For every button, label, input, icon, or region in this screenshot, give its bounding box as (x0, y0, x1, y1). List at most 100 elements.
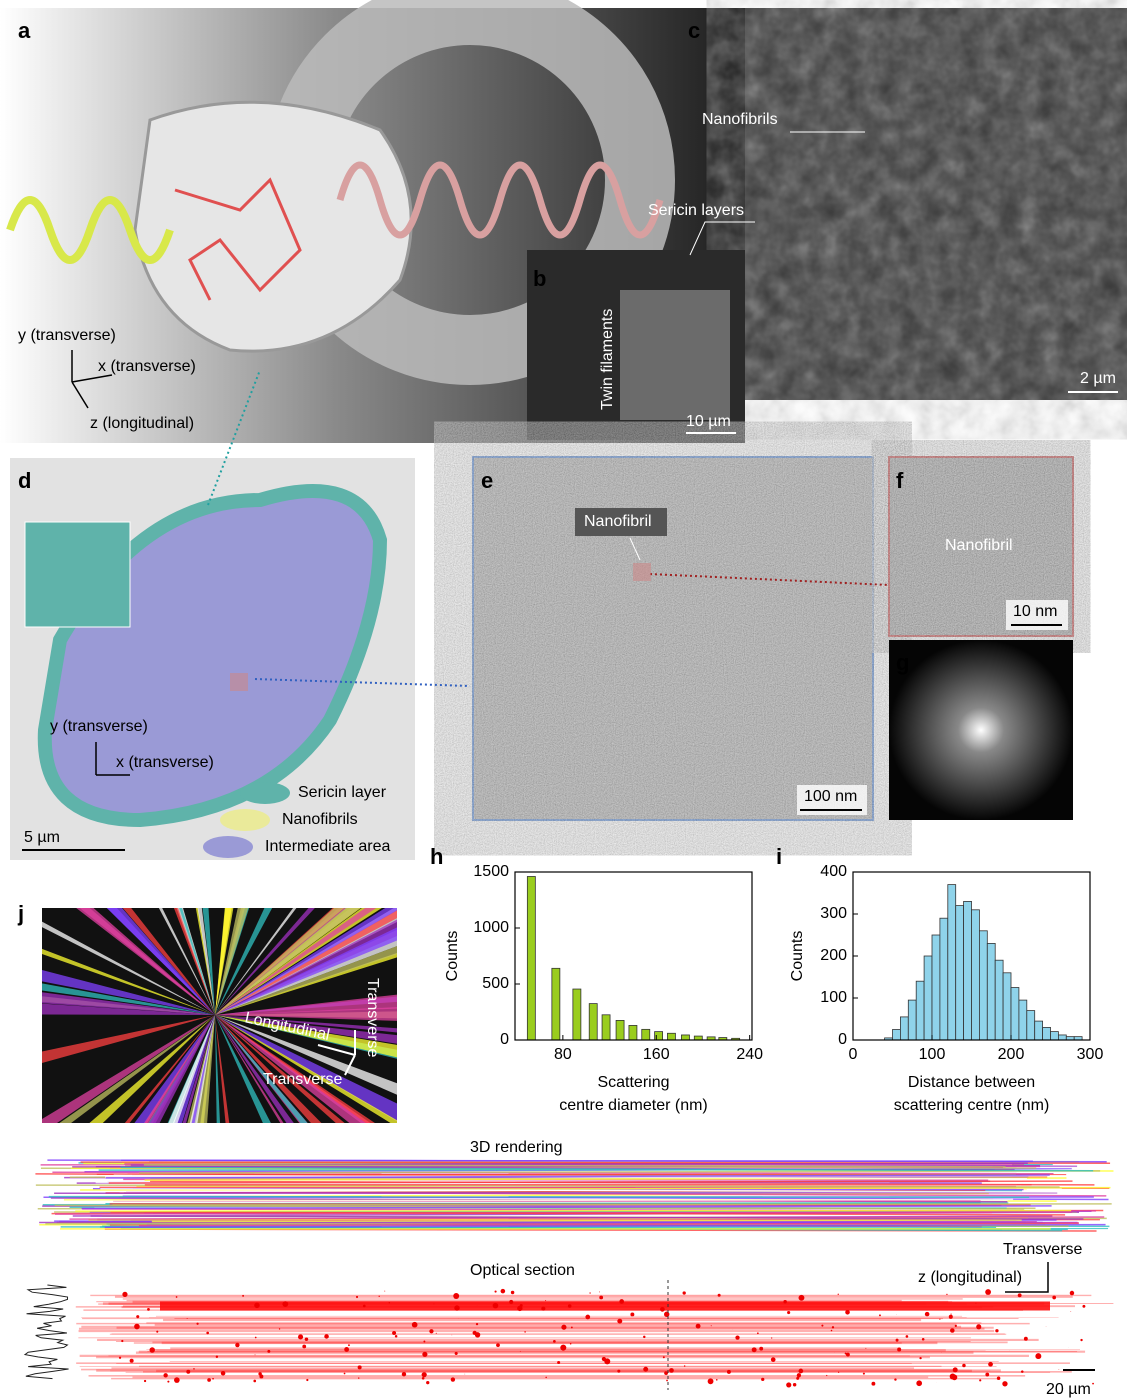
section-spot (279, 1328, 280, 1329)
section-spot (708, 1378, 714, 1384)
panel-label: g (896, 650, 909, 675)
section-spot (985, 1289, 991, 1295)
section-spot (176, 1296, 178, 1298)
section-spot (664, 1371, 668, 1375)
label: Transverse (1003, 1241, 1083, 1258)
label: Transverse (263, 1071, 343, 1088)
panel-label: a (18, 18, 31, 43)
section-spot (136, 1315, 139, 1318)
section-spot (570, 1343, 572, 1345)
section-spot (476, 1323, 478, 1325)
legend-label: Intermediate area (265, 838, 391, 855)
label: 5 µm (24, 829, 60, 846)
plot-frame (515, 872, 752, 1040)
label: 100 nm (804, 788, 857, 805)
section-spot (949, 1315, 953, 1319)
section-spot (254, 1303, 260, 1309)
section-spot (212, 1378, 214, 1380)
section-spot (389, 1302, 390, 1303)
section-spot (946, 1294, 947, 1295)
section-spot (186, 1370, 190, 1374)
section-spot (520, 1351, 521, 1352)
section-spot (453, 1293, 459, 1299)
section-spot (206, 1332, 209, 1335)
section-spot (950, 1373, 956, 1379)
y-tick-label: 400 (820, 863, 847, 880)
section-spot (838, 1294, 839, 1295)
x-tick-label: 160 (643, 1046, 670, 1063)
label: Optical section (470, 1262, 575, 1279)
bar (908, 1000, 916, 1040)
section-spot (216, 1356, 218, 1358)
bar (932, 935, 940, 1040)
section-spot (771, 1337, 772, 1338)
y-tick-label: 0 (838, 1031, 847, 1048)
x-tick-label: 80 (554, 1046, 572, 1063)
section-spot (557, 1361, 560, 1364)
section-spot (193, 1368, 194, 1369)
section-spot (1059, 1369, 1060, 1370)
section-spot (524, 1331, 526, 1333)
section-spot (1018, 1293, 1022, 1297)
section-spot (451, 1377, 455, 1381)
bar (681, 1035, 689, 1040)
section-spot (786, 1382, 791, 1387)
section-spot (716, 1379, 718, 1381)
bar (1019, 1000, 1027, 1040)
x-axis-label: Distance between (908, 1074, 1035, 1091)
x-tick-label: 240 (736, 1046, 763, 1063)
bar (1058, 1035, 1066, 1040)
section-spot (599, 1291, 600, 1292)
x-tick-label: 300 (1077, 1046, 1104, 1063)
panel-g-image (889, 640, 1073, 820)
section-spot (429, 1329, 433, 1333)
panel-c-texture (745, 8, 1127, 400)
section-spot (302, 1345, 306, 1349)
legend-swatch (240, 782, 290, 804)
section-spot (759, 1347, 763, 1351)
inset (25, 522, 130, 627)
section-spot (831, 1330, 833, 1332)
section-spot (617, 1370, 620, 1373)
section-spot (735, 1335, 739, 1339)
x-axis-label: Scattering (597, 1074, 669, 1091)
section-spot (660, 1307, 665, 1312)
bar (893, 1030, 901, 1041)
section-spot (561, 1325, 566, 1330)
section-spot (832, 1326, 834, 1328)
section-spot (950, 1328, 955, 1333)
y-tick-label: 1000 (473, 919, 509, 936)
section-spot (1092, 1383, 1094, 1385)
section-spot (630, 1312, 634, 1316)
section-spot (951, 1314, 952, 1315)
bar (995, 960, 1003, 1040)
section-spot (122, 1292, 127, 1297)
section-spot (838, 1372, 839, 1373)
section-spot (939, 1319, 940, 1320)
section-spot (134, 1324, 140, 1330)
bar (900, 1017, 908, 1040)
section-spot (298, 1334, 303, 1339)
section-spot (783, 1300, 786, 1303)
section-spot (683, 1291, 686, 1294)
panel-label: j (17, 901, 24, 926)
bar (527, 876, 535, 1040)
section-spot (344, 1373, 346, 1375)
highlight (633, 563, 651, 581)
section-spot (669, 1368, 674, 1373)
y-tick-label: 200 (820, 947, 847, 964)
section-spot (1070, 1311, 1071, 1312)
bar (552, 968, 560, 1040)
section-spot (402, 1372, 406, 1376)
section-spot (509, 1300, 513, 1304)
section-spot (501, 1289, 506, 1294)
section-spot (799, 1369, 804, 1374)
section-spot (846, 1353, 850, 1357)
y-axis-label: Counts (789, 931, 806, 982)
section-spot (793, 1383, 796, 1386)
bar (573, 989, 581, 1040)
panel-label: e (481, 468, 493, 493)
bar (940, 918, 948, 1040)
section-spot (826, 1375, 827, 1376)
section-spot (906, 1335, 909, 1338)
